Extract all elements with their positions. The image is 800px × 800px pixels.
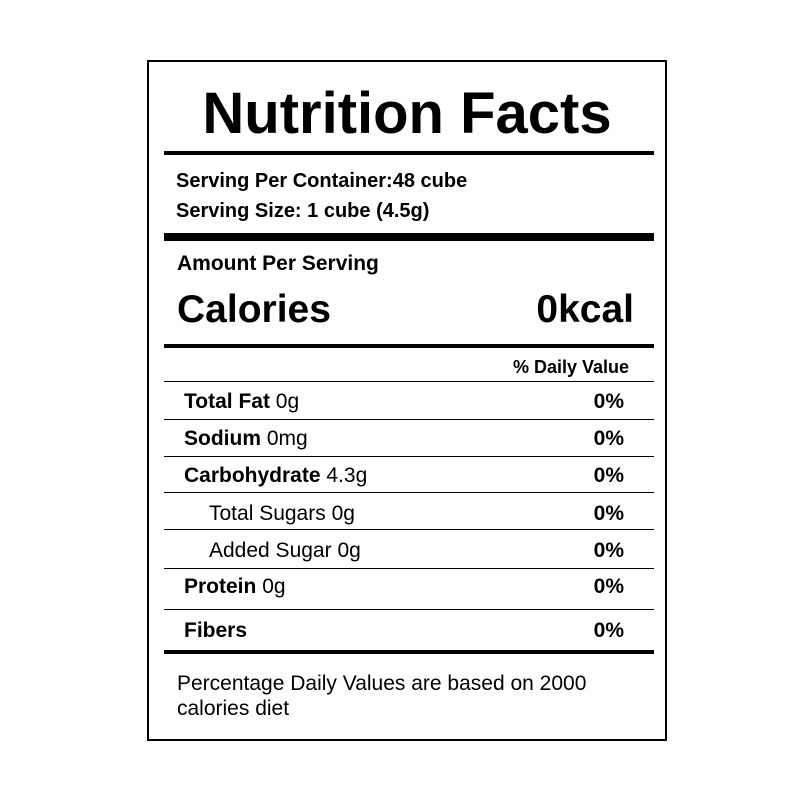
nutrient-name: Fibers	[184, 619, 248, 642]
row-divider	[164, 419, 654, 420]
nutrient-percent: 0%	[593, 539, 624, 562]
amount-per-serving: Amount Per Serving	[177, 252, 379, 275]
nutrient-name: Carbohydrate	[184, 464, 321, 487]
nutrient-amount: 0g	[262, 575, 286, 598]
nutrient-percent: 0%	[593, 575, 624, 598]
nutrient-row: Added Sugar 0g 0%	[209, 539, 624, 563]
daily-value-header: % Daily Value	[512, 357, 629, 377]
servings-per-container: Serving Per Container:48 cube	[176, 170, 468, 192]
nutrient-amount: 0g	[275, 390, 300, 413]
nutrient-row: Carbohydrate 4.3g 0%	[184, 464, 624, 488]
nutrient-percent: 0%	[593, 464, 624, 487]
nutrient-percent: 0%	[593, 427, 624, 450]
nutrient-amount: 0g	[337, 539, 361, 562]
row-divider	[164, 568, 654, 569]
serving-size: Serving Size: 1 cube (4.5g)	[176, 200, 430, 222]
row-divider	[164, 456, 654, 457]
nutrient-row: Sodium 0mg 0%	[184, 427, 624, 451]
nutrient-row: Fibers 0%	[184, 619, 624, 643]
nutrient-row: Total Fat 0g 0%	[184, 390, 624, 414]
thick-rule	[164, 233, 654, 241]
nutrient-percent: 0%	[593, 619, 624, 642]
row-divider	[164, 492, 654, 493]
nutrient-amount: 0g	[331, 502, 355, 525]
row-divider	[164, 529, 654, 530]
row-divider	[164, 381, 654, 382]
nutrient-percent: 0%	[593, 390, 624, 413]
nutrient-percent: 0%	[593, 502, 624, 525]
nutrient-amount: 4.3g	[326, 464, 368, 487]
nutrition-label: Nutrition Facts Serving Per Container:48…	[147, 60, 667, 741]
row-divider	[164, 609, 654, 610]
rule	[164, 151, 654, 155]
calories-value: 0kcal	[536, 288, 634, 331]
nutrient-name: Total Fat	[184, 390, 270, 413]
rule	[164, 344, 654, 348]
nutrient-row: Total Sugars 0g 0%	[209, 502, 624, 526]
nutrient-row: Protein 0g 0%	[184, 575, 624, 599]
calories-label: Calories	[177, 288, 331, 331]
nutrient-name: Added Sugar	[209, 539, 332, 562]
title: Nutrition Facts	[202, 81, 612, 146]
nutrient-name: Sodium	[184, 427, 261, 450]
nutrient-amount: 0mg	[266, 427, 308, 450]
nutrient-name: Protein	[184, 575, 257, 598]
footnote: Percentage Daily Values are based on 200…	[177, 672, 587, 720]
nutrient-name: Total Sugars	[209, 502, 326, 525]
rule	[164, 650, 654, 654]
